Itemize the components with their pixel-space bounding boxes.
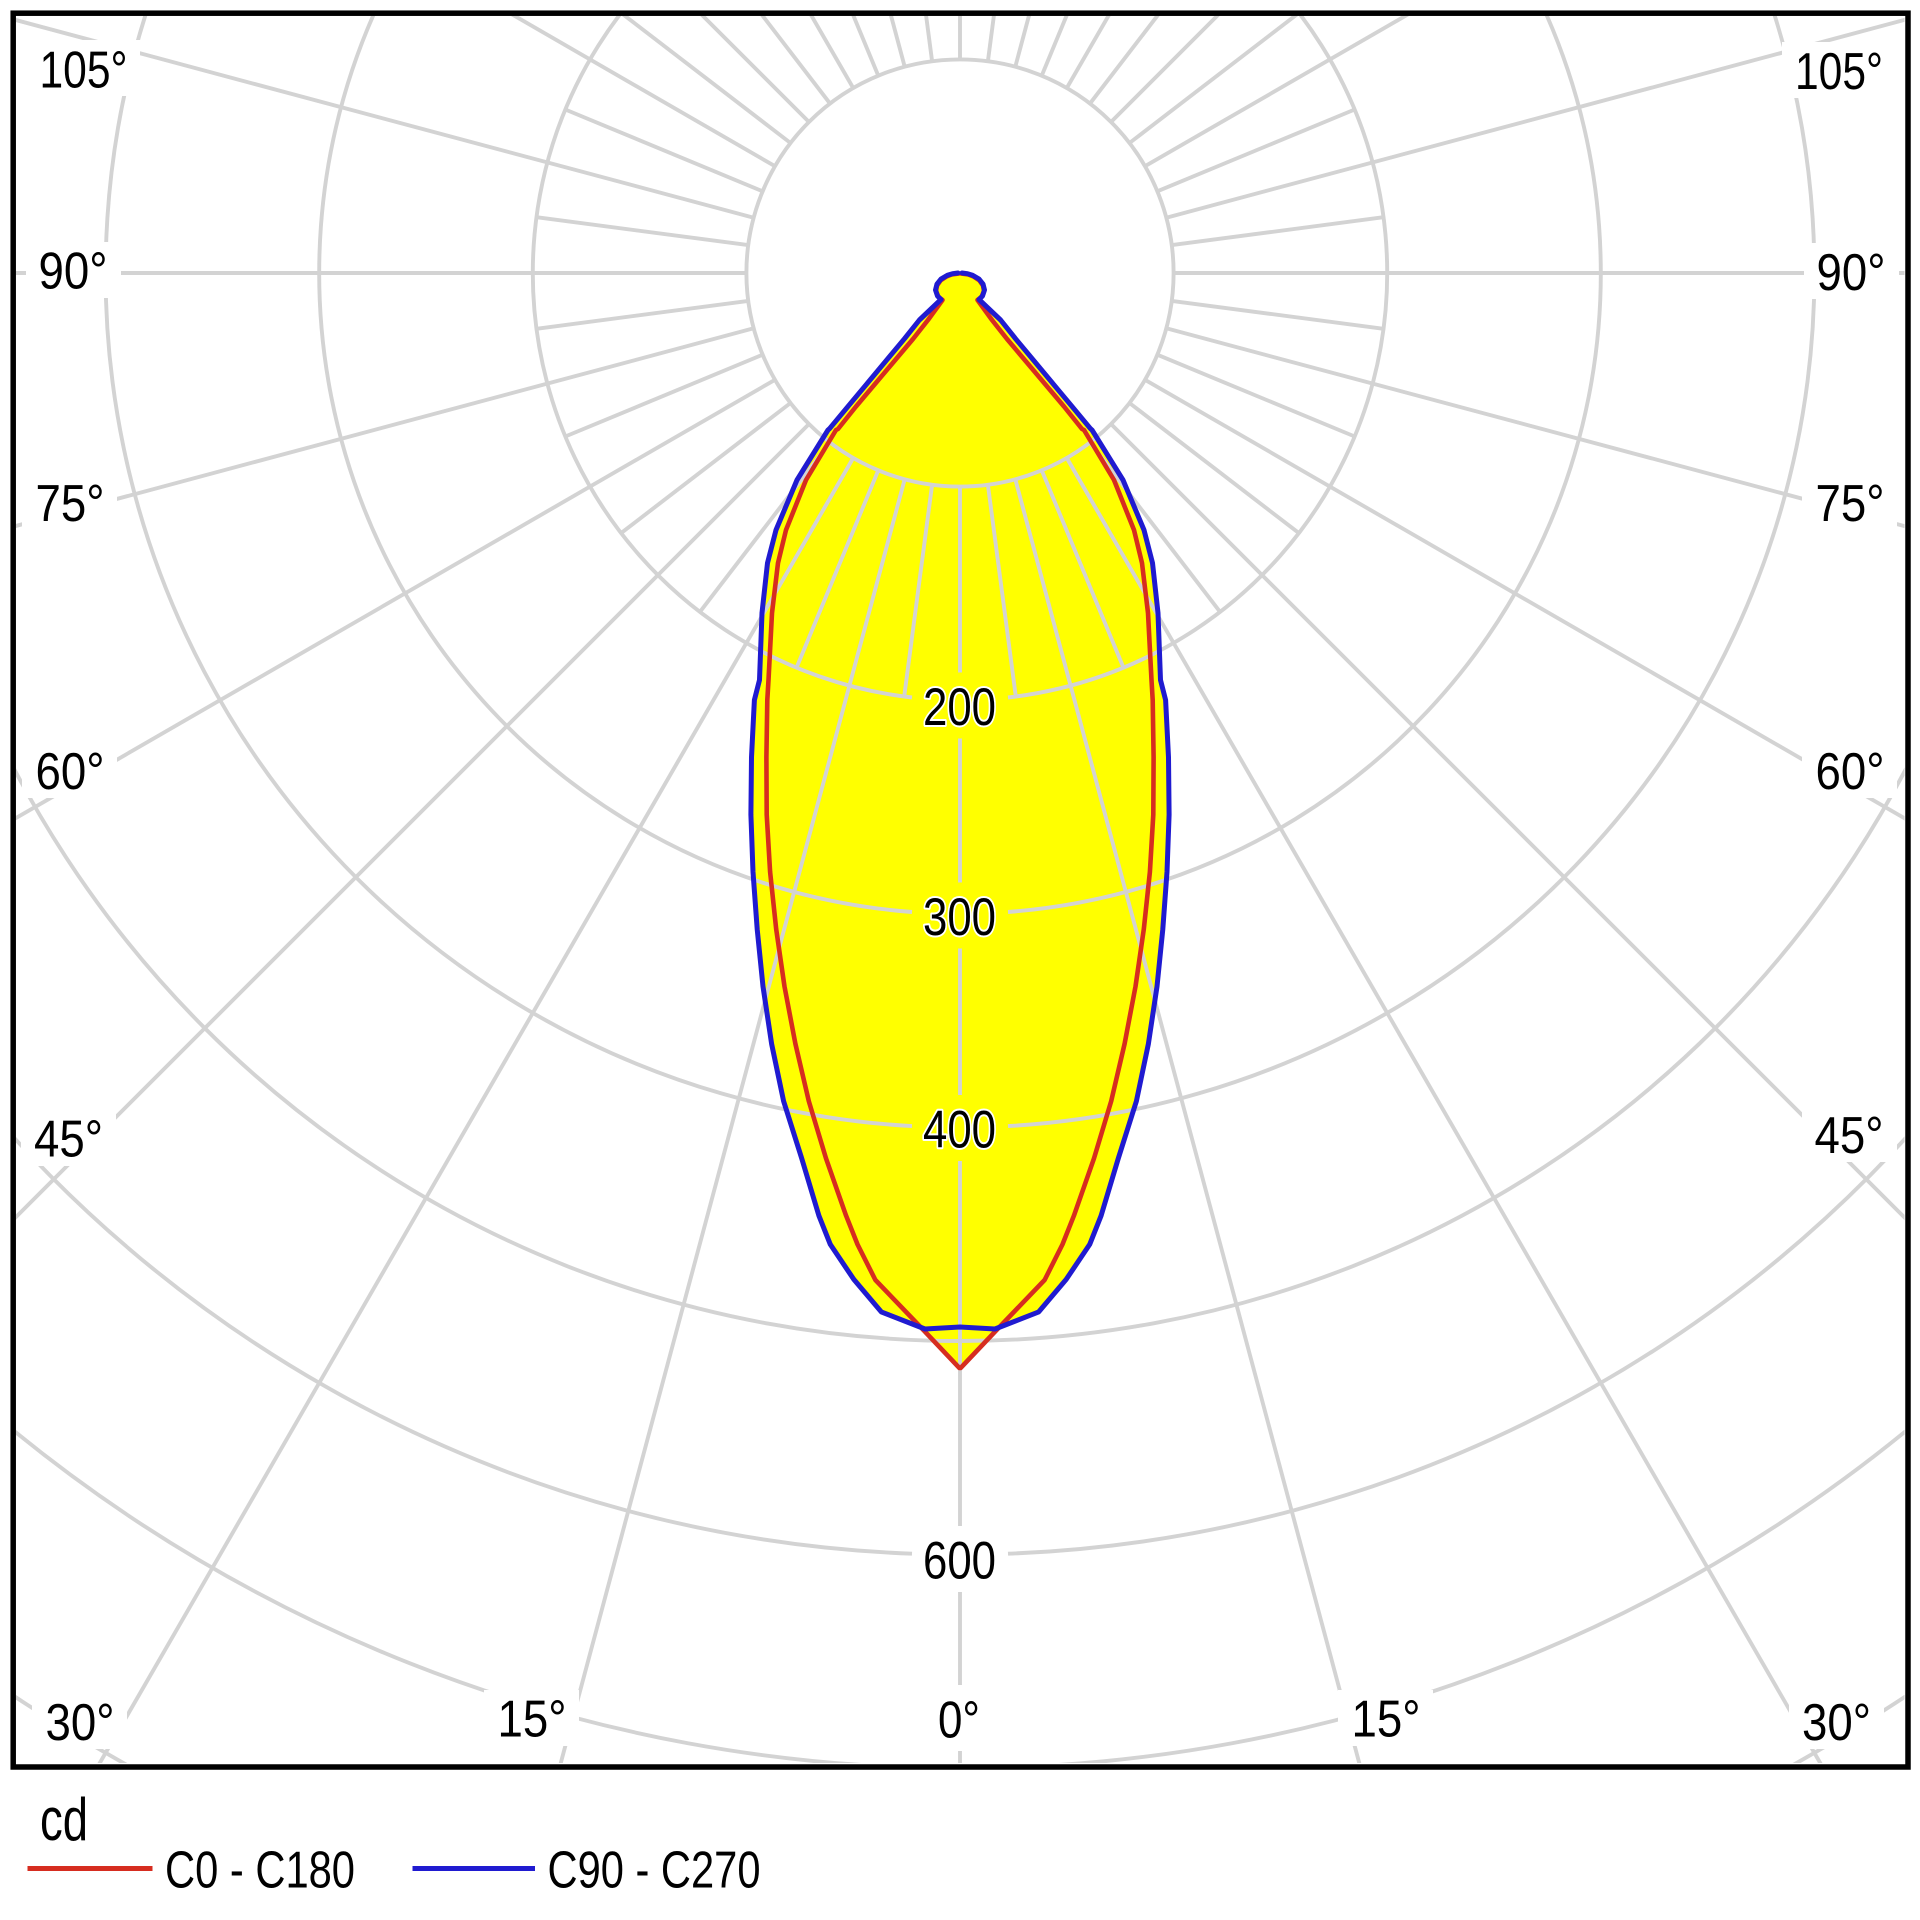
svg-text:105°: 105° — [1795, 43, 1883, 101]
svg-text:90°: 90° — [39, 243, 108, 301]
svg-text:15°: 15° — [1352, 1691, 1421, 1749]
svg-text:C0 - C180: C0 - C180 — [165, 1842, 355, 1900]
svg-text:75°: 75° — [36, 475, 105, 533]
svg-text:90°: 90° — [1817, 244, 1886, 302]
svg-text:300: 300 — [923, 888, 996, 947]
svg-text:60°: 60° — [1816, 743, 1885, 801]
svg-text:105°: 105° — [40, 42, 128, 100]
svg-text:15°: 15° — [498, 1691, 567, 1749]
svg-text:C90 - C270: C90 - C270 — [548, 1842, 761, 1900]
svg-text:75°: 75° — [1816, 475, 1885, 533]
svg-text:0°: 0° — [938, 1692, 980, 1750]
svg-text:60°: 60° — [36, 743, 105, 801]
svg-text:30°: 30° — [1802, 1694, 1871, 1752]
svg-text:200: 200 — [923, 678, 996, 737]
svg-text:600: 600 — [923, 1532, 996, 1591]
svg-text:45°: 45° — [34, 1111, 103, 1169]
svg-text:45°: 45° — [1815, 1107, 1884, 1165]
svg-text:30°: 30° — [46, 1694, 115, 1752]
svg-text:cd: cd — [40, 1786, 88, 1853]
svg-text:400: 400 — [923, 1101, 996, 1160]
